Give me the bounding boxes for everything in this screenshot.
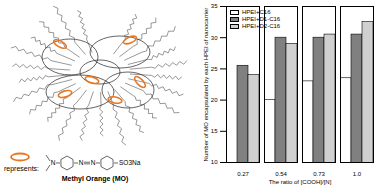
svg-text:The ratio of [COOH]/[N]: The ratio of [COOH]/[N] bbox=[269, 179, 332, 185]
svg-text:30: 30 bbox=[211, 35, 218, 41]
html-text:HPEI+D2-C16: HPEI+D2-C16 bbox=[242, 23, 281, 29]
html-text:HPEI+D1-C16: HPEI+D1-C16 bbox=[242, 16, 281, 22]
svg-text:20: 20 bbox=[211, 97, 218, 103]
svg-text:35: 35 bbox=[211, 3, 218, 9]
svg-text:1.0: 1.0 bbox=[353, 171, 362, 177]
svg-text:Methyl Orange (MO): Methyl Orange (MO) bbox=[62, 175, 129, 183]
svg-text:0.54: 0.54 bbox=[275, 171, 287, 177]
svg-text:25: 25 bbox=[211, 66, 218, 72]
svg-text:10: 10 bbox=[211, 159, 218, 165]
svg-text:represents:: represents: bbox=[4, 165, 39, 173]
svg-text:N: N bbox=[91, 159, 96, 166]
svg-text:N: N bbox=[51, 159, 56, 166]
svg-text:N: N bbox=[79, 159, 84, 166]
svg-text:Number of MO encapsulated by e: Number of MO encapsulated by each HPEI o… bbox=[203, 8, 209, 162]
svg-text:15: 15 bbox=[211, 128, 218, 134]
html-text:HPEI+C16: HPEI+C16 bbox=[242, 9, 271, 15]
svg-text:0.73: 0.73 bbox=[313, 171, 325, 177]
svg-text:SO3Na: SO3Na bbox=[119, 159, 141, 166]
svg-text:0.27: 0.27 bbox=[237, 171, 249, 177]
